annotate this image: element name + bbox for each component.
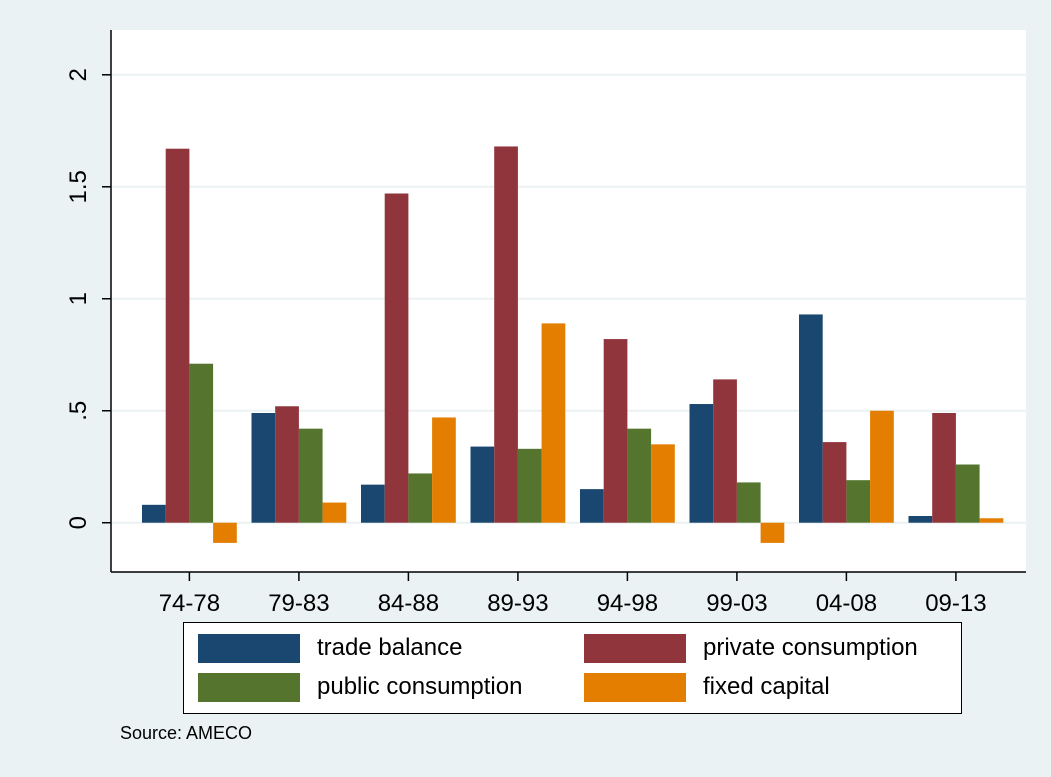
bar-trade-balance-94-98 [580,489,604,523]
x-tick-label: 04-08 [816,590,877,617]
bar-private-consumption-04-08 [822,442,847,523]
bar-trade-balance-99-03 [689,404,714,523]
y-ticks: 0 .5 1 1.5 2 [65,68,111,529]
bar-fixed-capital-84-88 [432,417,456,523]
bar-private-consumption-99-03 [713,379,737,523]
bar-trade-balance-89-93 [470,446,495,523]
legend-label: fixed capital [703,673,830,700]
axes [110,30,1026,573]
y-tick-label: 2 [65,68,92,81]
x-tick-label: 94-98 [597,590,658,617]
bar-private-consumption-84-88 [384,193,409,523]
y-tick-label: 1 [65,292,92,305]
bar-trade-balance-74-78 [142,504,166,523]
bar-trade-balance-84-88 [361,484,385,523]
legend: trade balance private consumption public… [183,622,962,714]
legend-item-public-consumption: public consumption [198,672,522,702]
bar-public-consumption-04-08 [846,480,871,523]
bar-fixed-capital-79-83 [322,502,347,523]
bar-private-consumption-74-78 [165,148,190,523]
x-tick-label: 09-13 [925,590,986,617]
legend-item-trade-balance: trade balance [198,633,462,663]
y-tick-label: .5 [65,401,92,421]
x-tick-label: 89-93 [487,590,548,617]
bar-public-consumption-84-88 [408,473,433,523]
bar-fixed-capital-09-13 [979,518,1004,523]
legend-label: public consumption [317,673,523,700]
bar-fixed-capital-04-08 [870,410,894,523]
source-note: Source: AMECO [120,723,253,743]
bar-private-consumption-79-83 [275,406,299,523]
bar-public-consumption-74-78 [189,363,214,523]
legend-item-fixed-capital: fixed capital [584,672,830,702]
x-tick-label: 74-78 [159,590,220,617]
bar-trade-balance-09-13 [908,516,933,523]
legend-swatch [198,672,300,702]
bar-fixed-capital-99-03 [760,522,785,543]
legend-swatch [198,633,300,663]
bars [142,146,1004,543]
bar-private-consumption-94-98 [603,339,628,523]
bar-public-consumption-99-03 [736,482,761,523]
bar-public-consumption-79-83 [298,428,323,523]
legend-item-private-consumption: private consumption [584,633,918,663]
bar-trade-balance-79-83 [251,412,276,523]
x-tick-label: 99-03 [706,590,767,617]
legend-label: trade balance [317,634,463,661]
bar-public-consumption-94-98 [627,428,652,523]
bar-private-consumption-09-13 [932,412,956,523]
x-tick-label: 79-83 [268,590,329,617]
x-ticks: 74-78 79-83 84-88 89-93 94-98 99-03 04-08 09-13 [159,572,987,617]
bar-trade-balance-04-08 [799,314,823,523]
bar-public-consumption-89-93 [517,448,542,523]
legend-swatch [584,633,686,663]
legend-swatch [584,672,686,702]
bar-public-consumption-09-13 [955,464,980,523]
bar-fixed-capital-94-98 [651,444,675,523]
bar-fixed-capital-89-93 [541,323,566,523]
x-tick-label: 84-88 [378,590,439,617]
y-tick-label: 0 [65,516,92,529]
bar-private-consumption-89-93 [494,146,518,523]
y-tick-label: 1.5 [65,170,92,203]
legend-label: private consumption [703,634,918,661]
bar-fixed-capital-74-78 [213,522,237,543]
